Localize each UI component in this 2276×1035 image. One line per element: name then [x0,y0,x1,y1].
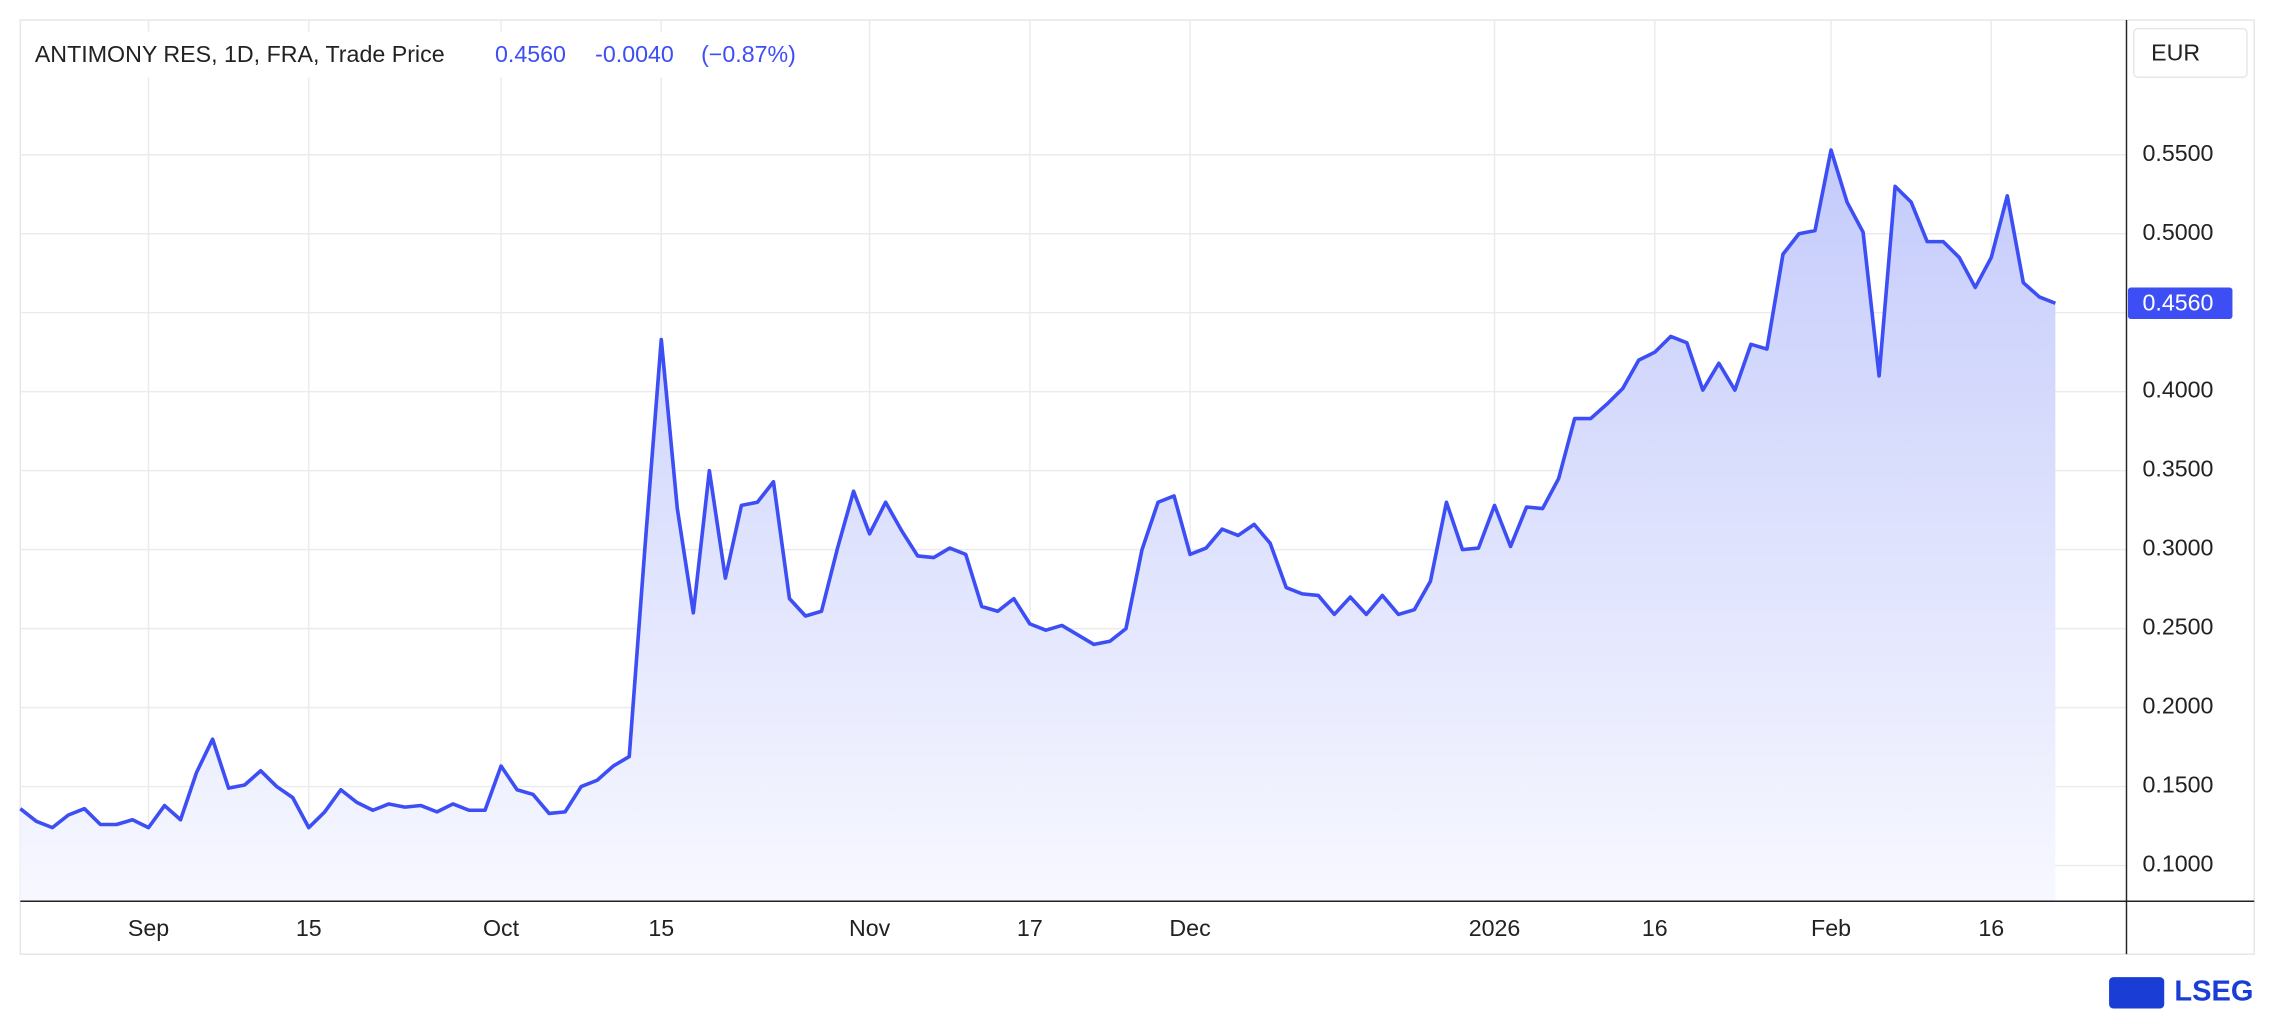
logo: LSEG [2174,976,2253,1008]
x-tick-label: Dec [1169,915,1210,941]
last-price: 0.4560 [495,41,566,67]
y-tick-label: 0.5500 [2142,140,2213,166]
header-bg [29,31,813,78]
y-tick-label: 0.2500 [2142,614,2213,640]
x-tick-label: Oct [483,915,520,941]
price-change-pct: (−0.87%) [701,41,796,67]
area-fill [20,150,2056,902]
y-tick-label: 0.5000 [2142,219,2213,245]
currency[interactable]: EUR [2151,40,2200,66]
price-badge [2127,287,2233,319]
y-tick-label: 0.3000 [2142,535,2213,561]
chart-title: ANTIMONY RES, 1D, FRA, Trade Price [35,41,445,67]
x-tick-label: 15 [296,915,322,941]
y-tick-label: 0.2000 [2142,693,2213,719]
y-tick-label: 0.3500 [2142,456,2213,482]
x-tick-label: 15 [648,915,674,941]
price-badge-label: 0.4560 [2142,290,2213,316]
frame [19,19,2255,955]
y-tick-label: 0.1000 [2142,851,2213,877]
logo-icon [2109,977,2165,1009]
x-tick-label: Feb [1811,915,1851,941]
y-tick-label: 0.4000 [2142,377,2213,403]
currency-button[interactable] [2133,27,2248,78]
x-tick-label: Sep [128,915,169,941]
x-tick-label: Nov [849,915,891,941]
y-tick-label: 0.1500 [2142,772,2213,798]
price-change: -0.0040 [595,41,674,67]
x-tick-label: 16 [1642,915,1668,941]
price-line [19,148,2057,830]
x-tick-label: 2026 [1469,915,1521,941]
x-tick-label: 17 [1017,915,1043,941]
x-tick-label: 16 [1978,915,2004,941]
